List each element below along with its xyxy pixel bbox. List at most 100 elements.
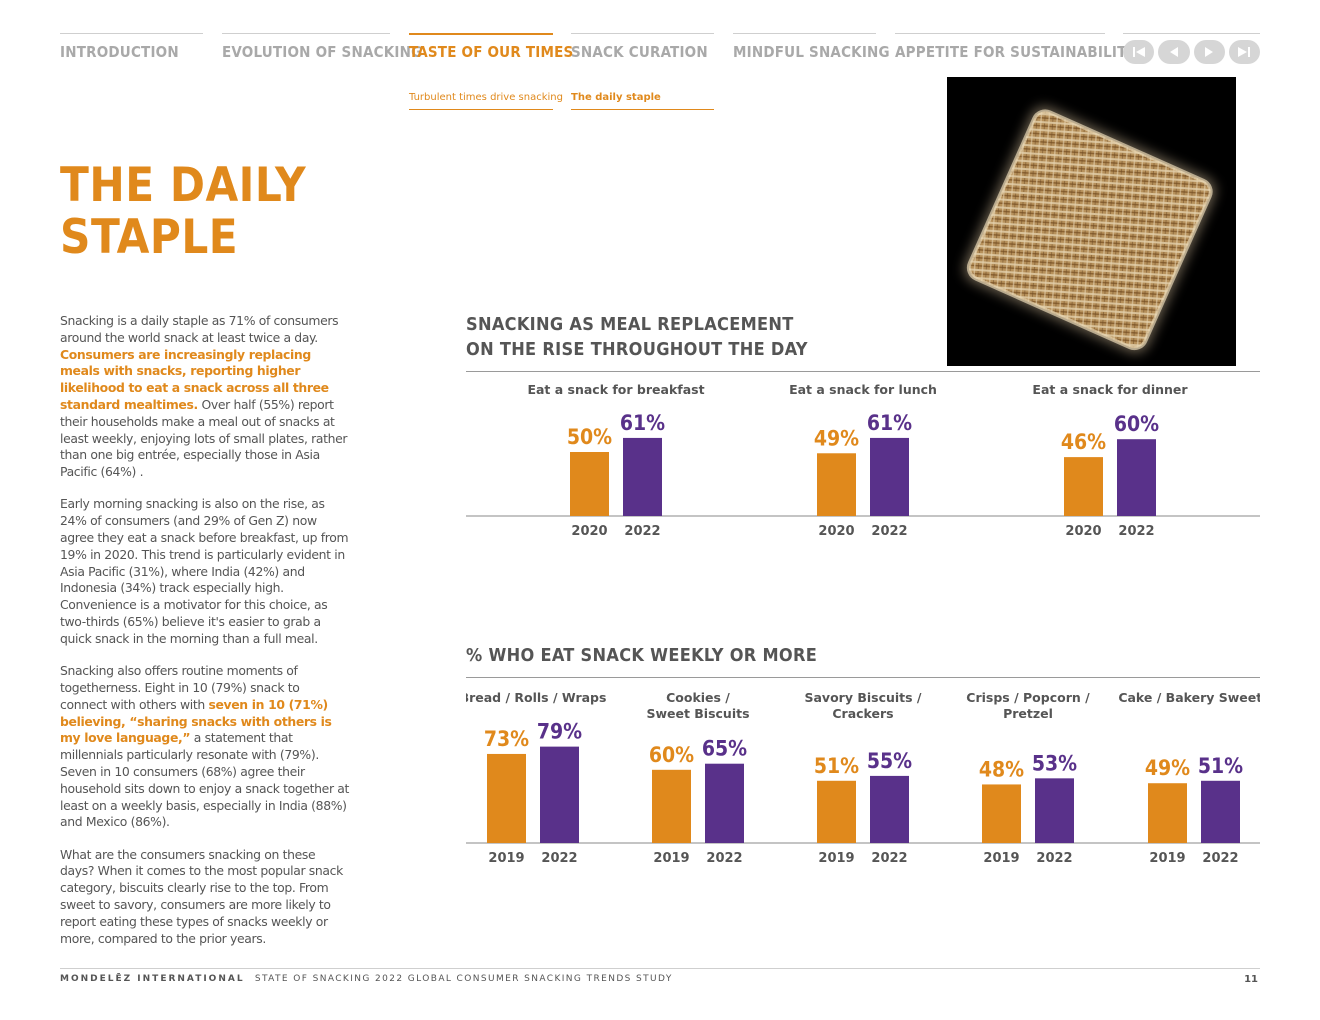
bar-2020: [1064, 457, 1103, 516]
x-tick-label: 2020: [1065, 524, 1101, 539]
group-label: Sweet Biscuits: [646, 706, 749, 721]
bar-2019: [652, 769, 691, 843]
rewind-icon: [1169, 47, 1178, 57]
data-label: 65%: [702, 737, 747, 761]
p1-text-end: Over half (55%) report their households …: [60, 396, 348, 480]
page-number: 11: [1244, 974, 1258, 985]
chart2-title: % WHO EAT SNACK WEEKLY OR MORE: [466, 643, 946, 668]
group-label: Pretzel: [1003, 706, 1053, 721]
group-label: Cake / Bakery Sweets: [1118, 690, 1260, 705]
data-label: 60%: [649, 743, 694, 767]
bar-2019: [1148, 783, 1187, 843]
x-tick-label: 2019: [1149, 851, 1185, 866]
media-controls: [1123, 33, 1260, 69]
nav-tab-introduction[interactable]: INTRODUCTION: [60, 33, 203, 63]
skip-forward-button[interactable]: [1228, 40, 1260, 64]
p1-highlight: Consumers are increasingly replacing mea…: [60, 346, 329, 412]
group-label: Eat a snack for dinner: [1032, 382, 1188, 397]
x-tick-label: 2022: [624, 524, 660, 539]
skip-back-button[interactable]: [1123, 40, 1155, 64]
bar-2019: [982, 784, 1021, 843]
bar-2022: [705, 763, 744, 843]
data-label: 51%: [1198, 754, 1243, 778]
cracker-photo: [947, 77, 1236, 366]
data-label: 49%: [1145, 756, 1190, 780]
group-label: Eat a snack for lunch: [789, 382, 937, 397]
x-tick-label: 2022: [1036, 851, 1072, 866]
nav-tab-mindful-snacking[interactable]: MINDFUL SNACKING: [733, 33, 890, 63]
data-label: 79%: [537, 720, 582, 744]
paragraph-4: What are the consumers snacking on these…: [60, 846, 343, 946]
rewind-button[interactable]: [1158, 40, 1190, 64]
paragraph-3: Snacking also offers routine moments of …: [60, 663, 350, 831]
group-label: Eat a snack for breakfast: [527, 382, 704, 397]
chart-meal-replacement: Eat a snack for breakfast 50% 2020 61% 2022 E…: [466, 382, 1260, 539]
chart2-top-rule: [466, 677, 1260, 678]
footer-rule: [60, 968, 1260, 969]
p3-text-end: a statement that millennials particularl…: [60, 730, 350, 830]
bar-2019: [817, 780, 856, 843]
page-title-line-1: THE DAILY: [60, 158, 307, 213]
nav-tab-snack-curation[interactable]: SNACK CURATION: [571, 33, 714, 63]
p3-highlight: seven in 10 (71%) believing, “sharing sn…: [60, 696, 332, 746]
chart-weekly-snack: Bread / Rolls / Wraps 73% 2019 79% 2022 Cooki…: [466, 690, 1260, 866]
chart2-title-line-1: % WHO EAT SNACK WEEKLY OR MORE: [466, 645, 818, 666]
skip-back-icon: [1132, 47, 1145, 57]
group-label: Crisps / Popcorn /: [966, 690, 1090, 705]
data-label: 50%: [567, 425, 612, 449]
chart1-title: SNACKING AS MEAL REPLACEMENT ON THE RISE…: [466, 312, 946, 362]
x-tick-label: 2020: [571, 524, 607, 539]
play-button[interactable]: [1193, 40, 1225, 64]
bar-2020: [570, 452, 609, 516]
skip-forward-icon: [1238, 47, 1251, 57]
subtab-turbulent-times[interactable]: Turbulent times drive snacking: [409, 90, 563, 110]
data-label: 60%: [1114, 412, 1159, 436]
data-label: 55%: [867, 749, 912, 773]
bar-2022: [540, 746, 579, 843]
x-tick-label: 2019: [488, 851, 524, 866]
group-label: Cookies /: [666, 690, 730, 705]
footer-study: STATE OF SNACKING 2022 GLOBAL CONSUMER S…: [254, 974, 673, 984]
x-tick-label: 2022: [871, 524, 907, 539]
x-tick-label: 2022: [1202, 851, 1238, 866]
data-label: 73%: [484, 727, 529, 751]
x-tick-label: 2022: [871, 851, 907, 866]
chart1-title-line-2: ON THE RISE THROUGHOUT THE DAY: [466, 339, 808, 360]
group-label: Crackers: [832, 706, 893, 721]
data-label: 48%: [979, 757, 1024, 781]
data-label: 53%: [1032, 751, 1077, 775]
bar-2022: [1117, 439, 1156, 516]
bar-2022: [1201, 780, 1240, 843]
data-label: 46%: [1061, 430, 1106, 454]
footer-brand: MONDELĒZ INTERNATIONAL: [60, 974, 245, 984]
bar-2022: [870, 775, 909, 843]
bar-2022: [1035, 778, 1074, 843]
data-label: 51%: [814, 754, 859, 778]
paragraph-1: Snacking is a daily staple as 71% of con…: [60, 313, 350, 481]
play-icon: [1205, 47, 1214, 57]
x-tick-label: 2020: [818, 524, 854, 539]
x-tick-label: 2019: [653, 851, 689, 866]
nav-tab-taste-of-our-times[interactable]: TASTE OF OUR TIMES: [409, 33, 573, 63]
bar-2022: [623, 437, 662, 516]
data-label: 49%: [814, 426, 859, 450]
x-tick-label: 2022: [706, 851, 742, 866]
chart1-title-line-1: SNACKING AS MEAL REPLACEMENT: [466, 314, 794, 335]
chart1-top-rule: [466, 371, 1260, 372]
body-text: Snacking is a daily staple as 71% of con…: [60, 313, 350, 963]
bar-2022: [870, 437, 909, 516]
cracker-image: [964, 106, 1216, 353]
x-tick-label: 2022: [1118, 524, 1154, 539]
page-title: THE DAILY STAPLE: [60, 160, 360, 264]
bar-2020: [817, 453, 856, 516]
subtab-daily-staple[interactable]: The daily staple: [571, 90, 714, 110]
x-tick-label: 2022: [541, 851, 577, 866]
x-tick-label: 2019: [818, 851, 854, 866]
data-label: 61%: [620, 411, 665, 435]
page-title-line-2: STAPLE: [60, 210, 239, 265]
bar-2019: [487, 753, 526, 843]
group-label: Bread / Rolls / Wraps: [466, 690, 606, 705]
nav-tab-evolution-of-snacking[interactable]: EVOLUTION OF SNACKING: [222, 33, 422, 63]
group-label: Savory Biscuits /: [804, 690, 921, 705]
nav-tab-appetite-for-sustainability[interactable]: APPETITE FOR SUSTAINABILITY: [895, 33, 1136, 63]
